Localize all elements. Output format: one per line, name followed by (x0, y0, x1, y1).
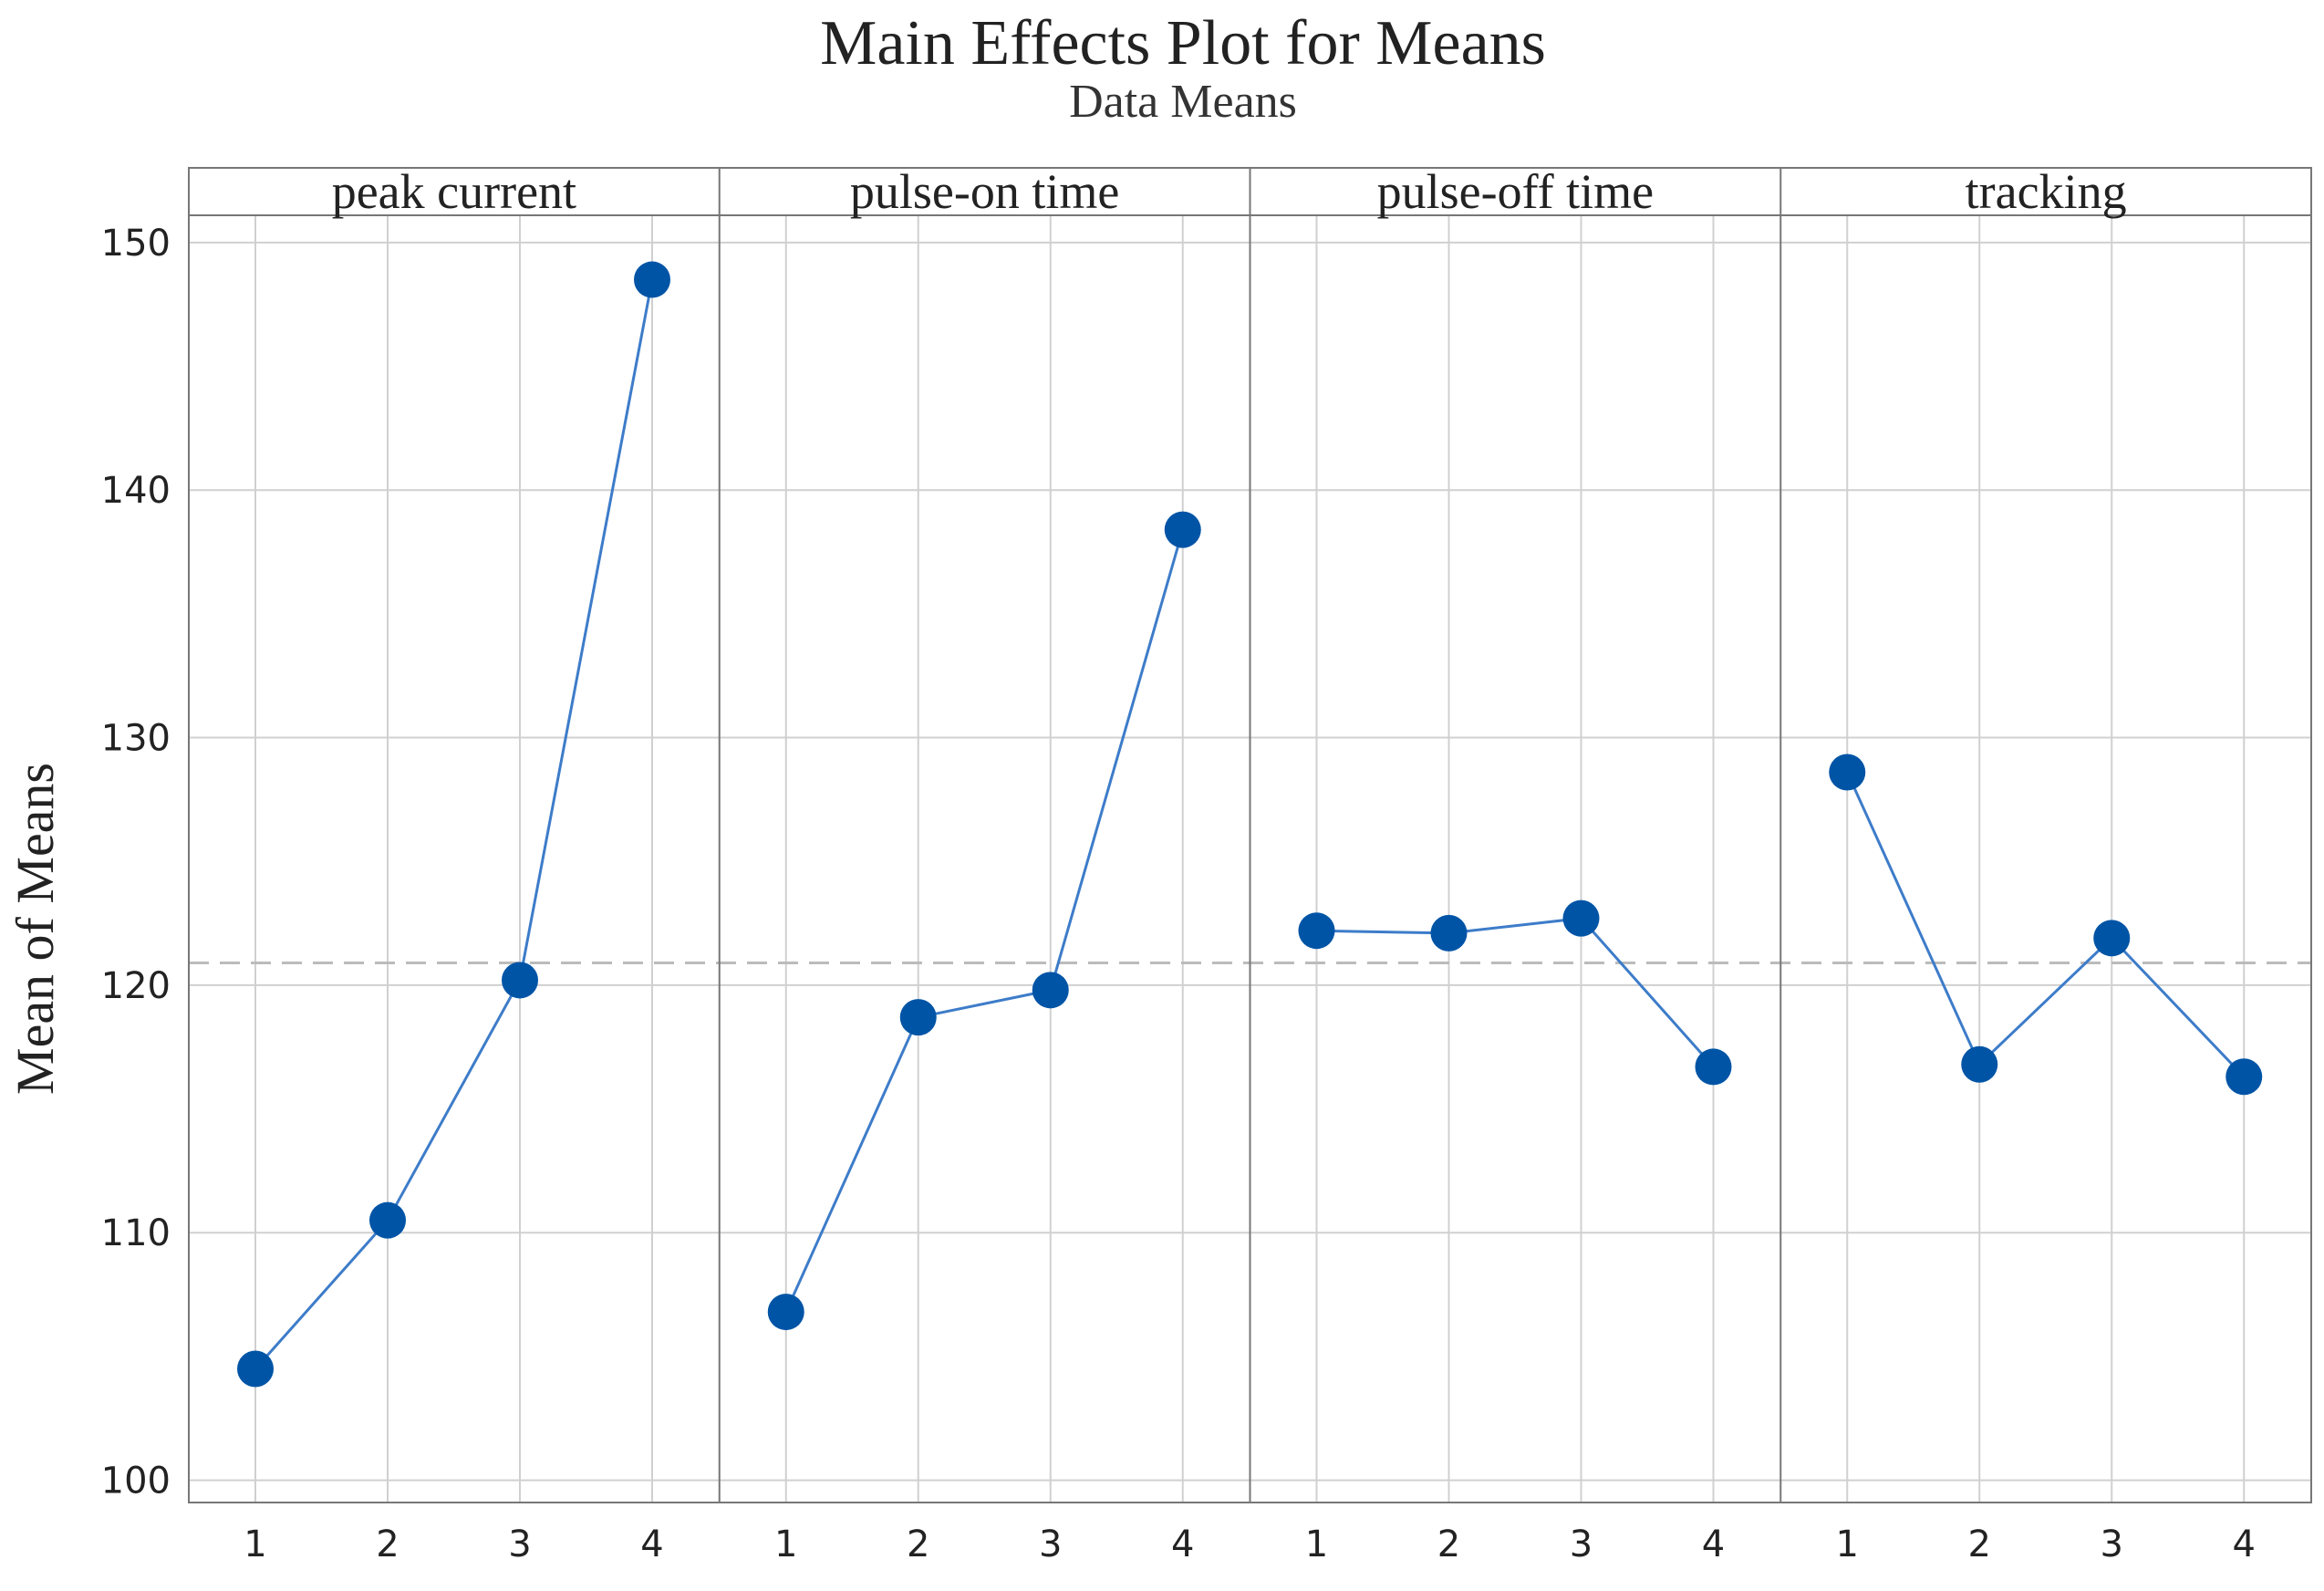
chart-subtitle: Data Means (1069, 76, 1297, 128)
x-tick-label: 2 (376, 1523, 399, 1565)
x-tick-label: 2 (1437, 1523, 1460, 1565)
plot-area: 100 110 120 130 140 150 peak current 1 2 3 4 pulse-… (101, 164, 2312, 1565)
x-tick-label: 3 (1570, 1523, 1593, 1565)
data-point (1298, 912, 1335, 950)
x-tick-label: 3 (508, 1523, 531, 1565)
x-tick-label: 1 (244, 1523, 266, 1565)
data-point (2225, 1058, 2263, 1096)
series-line (1316, 917, 1715, 1068)
y-tick-label: 110 (101, 1212, 171, 1254)
panel-label: tracking (1966, 164, 2127, 219)
x-tick-label: 1 (774, 1523, 797, 1565)
data-point (1164, 511, 1201, 548)
series-line (784, 529, 1185, 1313)
y-tick-label: 100 (101, 1461, 171, 1503)
x-tick-label: 4 (2233, 1523, 2256, 1565)
y-tick-label: 150 (101, 223, 171, 265)
x-tick-label: 3 (1039, 1523, 1062, 1565)
y-axis-label: Mean of Means (5, 763, 65, 1095)
data-point (1829, 754, 1866, 791)
data-point (899, 999, 937, 1036)
x-tick-label: 2 (1968, 1523, 1991, 1565)
data-point (2093, 920, 2131, 957)
x-tick-label: 4 (640, 1523, 663, 1565)
data-point (634, 261, 670, 298)
data-point (1430, 914, 1468, 951)
data-point (767, 1294, 804, 1331)
panel-label: peak current (332, 164, 576, 219)
panel-label: pulse-off time (1377, 164, 1654, 219)
data-point (1562, 899, 1600, 937)
series-line (1845, 771, 2246, 1078)
data-point (237, 1350, 274, 1388)
x-tick-label: 1 (1305, 1523, 1328, 1565)
x-tick-label: 3 (2101, 1523, 2123, 1565)
data-point (369, 1201, 406, 1239)
y-tick-label: 140 (101, 470, 171, 512)
data-point (1695, 1048, 1732, 1086)
x-tick-label: 4 (1171, 1523, 1194, 1565)
x-tick-label: 2 (907, 1523, 929, 1565)
series-line (254, 279, 654, 1370)
x-tick-label: 1 (1836, 1523, 1859, 1565)
data-point (1032, 972, 1069, 1009)
y-tick-label: 130 (101, 718, 171, 760)
data-point (1961, 1045, 1998, 1083)
x-tick-label: 4 (1702, 1523, 1725, 1565)
panel-label: pulse-on time (850, 164, 1119, 219)
chart-title: Main Effects Plot for Means (820, 8, 1546, 78)
y-tick-label: 120 (101, 965, 171, 1007)
data-point (502, 962, 538, 999)
